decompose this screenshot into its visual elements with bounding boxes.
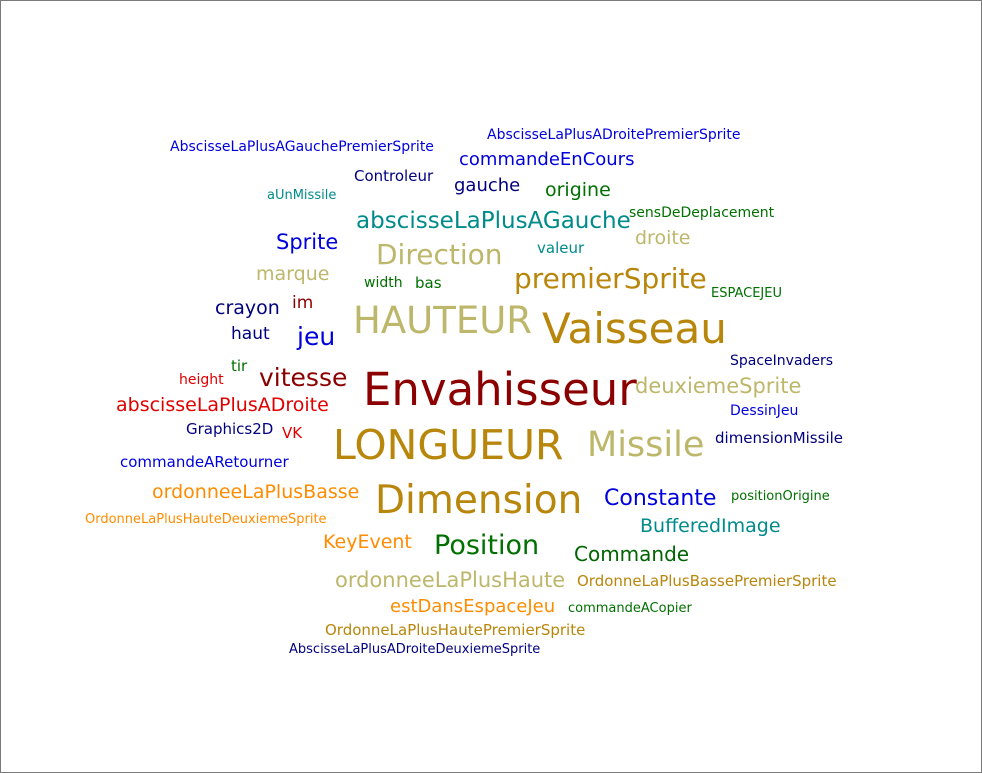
word: im (292, 293, 314, 313)
word: estDansEspaceJeu (390, 596, 556, 617)
word: marque (256, 263, 330, 285)
word: positionOrigine (731, 489, 830, 504)
word: Position (434, 530, 540, 561)
word: abscisseLaPlusADroite (116, 394, 329, 416)
word: ESPACEJEU (711, 286, 782, 301)
word: haut (231, 324, 270, 344)
word: Constante (604, 486, 717, 511)
word: LONGUEUR (333, 421, 564, 469)
word: AbscisseLaPlusADroiteDeuxiemeSprite (289, 642, 541, 657)
word: Controleur (354, 167, 434, 185)
word: height (179, 372, 224, 388)
word: SpaceInvaders (730, 353, 834, 369)
word: BufferedImage (640, 515, 781, 537)
word: AbscisseLaPlusAGauchePremierSprite (170, 139, 434, 155)
word: jeu (297, 322, 336, 351)
word: abscisseLaPlusAGauche (356, 208, 631, 234)
word: Graphics2D (186, 420, 274, 438)
word: commandeACopier (568, 601, 692, 616)
word: Direction (376, 238, 503, 271)
word: origine (545, 179, 611, 201)
word: Envahisseur (363, 363, 637, 416)
word: gauche (454, 175, 521, 196)
word: aUnMissile (267, 188, 337, 203)
word: dimensionMissile (715, 429, 844, 447)
word: AbscisseLaPlusADroitePremierSprite (487, 127, 741, 143)
word: Vaisseau (542, 304, 727, 353)
word: Missile (587, 425, 705, 465)
word: valeur (537, 239, 585, 257)
word: Commande (574, 542, 690, 566)
word: width (364, 275, 403, 291)
word: bas (415, 274, 442, 292)
word: VK (282, 424, 303, 442)
word: droite (635, 227, 691, 249)
word: KeyEvent (323, 531, 412, 553)
word: deuxiemeSprite (635, 374, 802, 398)
word: Sprite (276, 230, 339, 254)
word: commandeEnCours (459, 149, 635, 170)
word: sensDeDeplacement (629, 205, 775, 221)
word: Dimension (375, 478, 583, 523)
word: ordonneeLaPlusBasse (152, 481, 360, 503)
word: commandeARetourner (120, 453, 289, 471)
word: vitesse (259, 363, 348, 392)
word: ordonneeLaPlusHaute (335, 568, 566, 592)
word: OrdonneLaPlusHauteDeuxiemeSprite (85, 512, 327, 527)
word: HAUTEUR (353, 299, 532, 342)
word: premierSprite (514, 262, 707, 295)
word: crayon (215, 297, 280, 319)
word: tir (231, 357, 248, 375)
word: OrdonneLaPlusBassePremierSprite (577, 572, 837, 590)
word: DessinJeu (730, 403, 799, 419)
word: OrdonneLaPlusHautePremierSprite (325, 621, 586, 639)
